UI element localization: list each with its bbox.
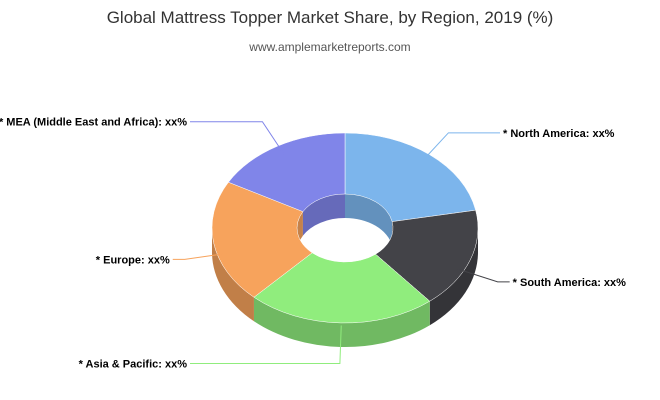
slice-europe[interactable]: Europe: 21 bbox=[211, 181, 313, 298]
data-label: * North America: xx% bbox=[503, 128, 615, 140]
connector-line bbox=[420, 132, 500, 163]
donut-side-wall bbox=[253, 297, 430, 348]
data-label: * Europe: xx% bbox=[96, 254, 170, 266]
donut-side-wall bbox=[212, 228, 254, 322]
connector-line bbox=[190, 325, 342, 364]
connector-line bbox=[457, 268, 510, 283]
slice-north-america[interactable]: North America: 22 bbox=[344, 132, 476, 222]
slice-south-america[interactable]: South America: 17 bbox=[375, 209, 479, 302]
data-label: * Asia & Pacific: xx% bbox=[79, 358, 188, 370]
slice-mea-middle-east-and-africa[interactable]: MEA (Middle East and Africa): 17 bbox=[228, 132, 346, 212]
data-label: * MEA (Middle East and Africa): xx% bbox=[0, 117, 187, 129]
chart-subtitle: www.amplemarketreports.com bbox=[249, 40, 411, 54]
connector-line bbox=[190, 121, 285, 155]
slice-asia-pacific[interactable]: Asia & Pacific: 23 bbox=[253, 252, 431, 324]
donut-inner-wall bbox=[302, 194, 345, 236]
chart-title: Global Mattress Topper Market Share, by … bbox=[106, 8, 554, 27]
connector-line bbox=[172, 252, 227, 260]
donut-side-wall bbox=[429, 228, 478, 326]
data-label: * South America: xx% bbox=[513, 277, 627, 289]
donut-inner-wall bbox=[345, 194, 393, 246]
